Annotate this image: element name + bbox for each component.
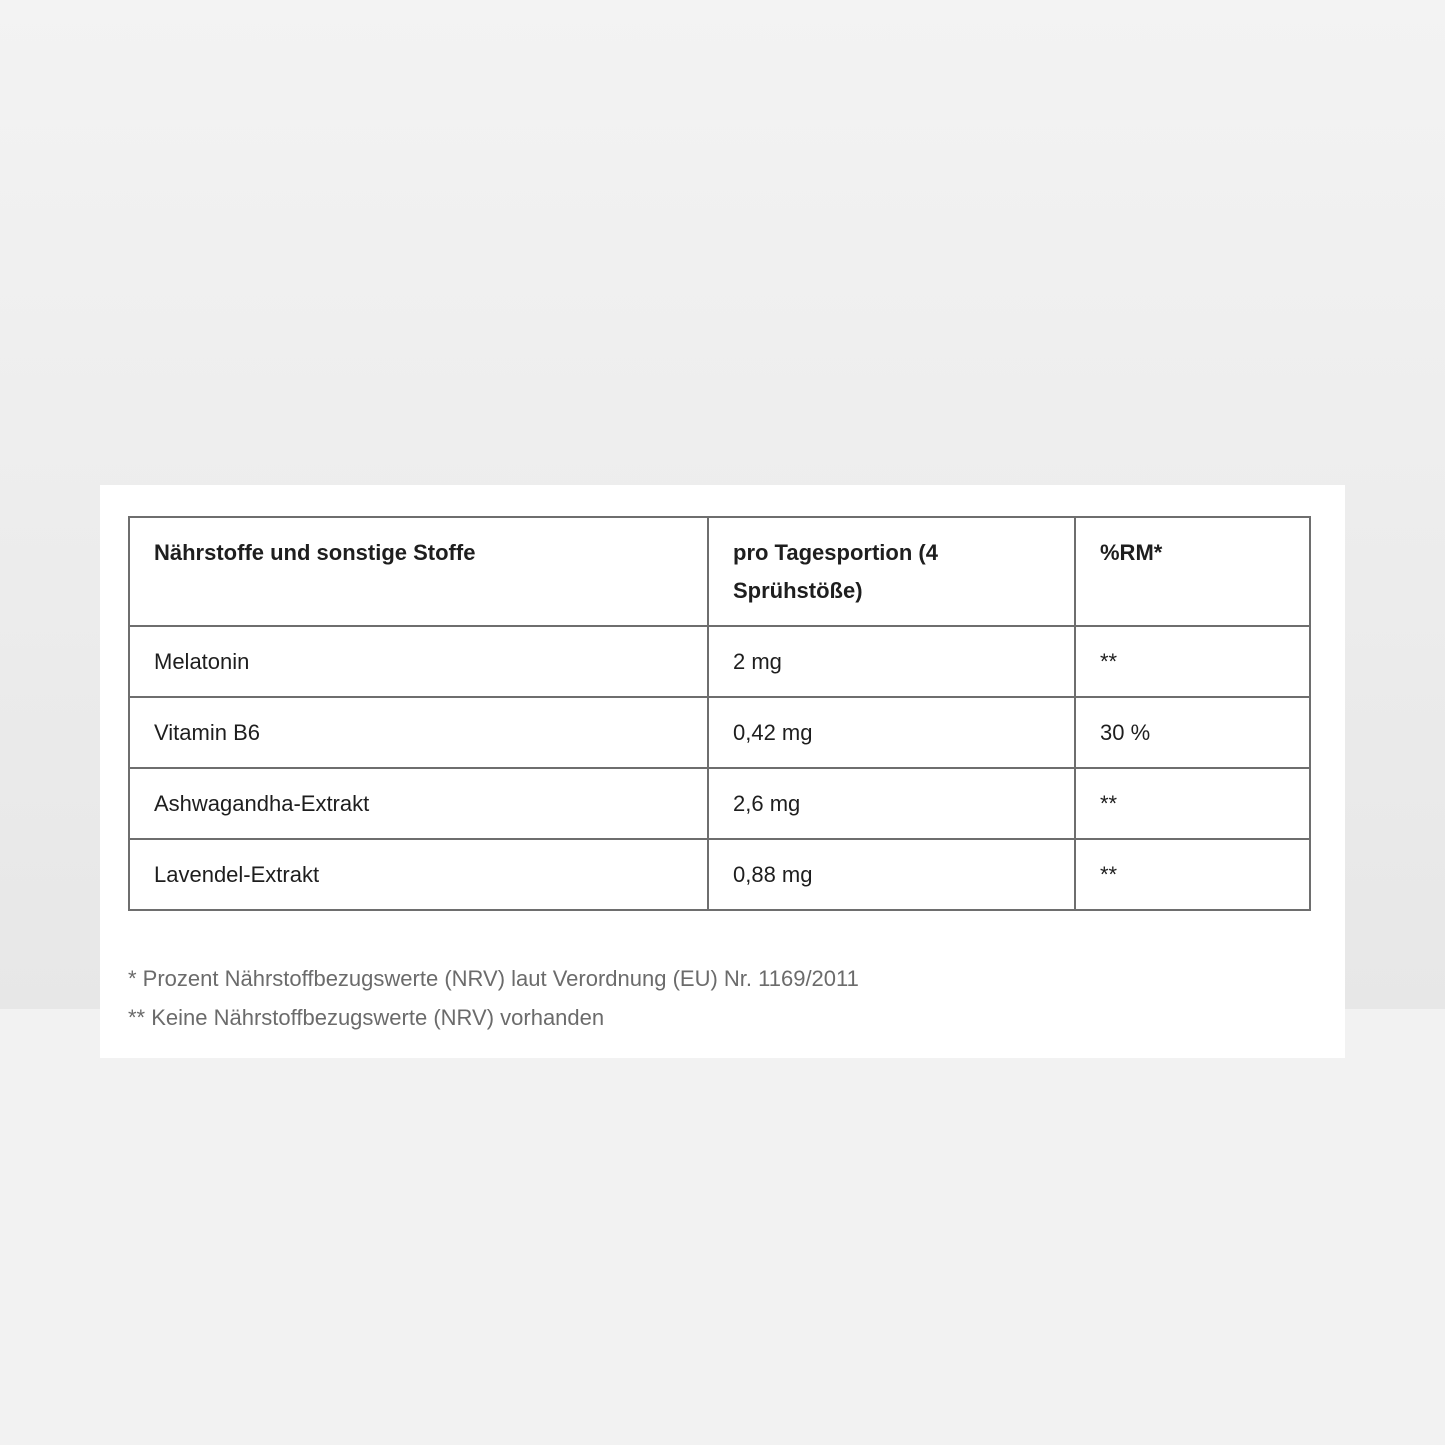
footnote-nrv: * Prozent Nährstoffbezugswerte (NRV) lau…	[128, 966, 859, 991]
cell-rm: **	[1074, 767, 1311, 840]
footnote-no-nrv: ** Keine Nährstoffbezugswerte (NRV) vorh…	[128, 1005, 605, 1030]
cell-nutrient: Melatonin	[128, 625, 709, 698]
table-row: Lavendel-Extrakt 0,88 mg **	[128, 838, 1311, 911]
table-row: Melatonin 2 mg **	[128, 625, 1311, 698]
table-row: Vitamin B6 0,42 mg 30 %	[128, 696, 1311, 769]
cell-amount: 0,88 mg	[707, 838, 1076, 911]
cell-rm: **	[1074, 625, 1311, 698]
cell-rm: 30 %	[1074, 696, 1311, 769]
cell-rm: **	[1074, 838, 1311, 911]
nutrition-table: Nährstoffe und sonstige Stoffe pro Tages…	[128, 516, 1311, 911]
footnotes: * Prozent Nährstoffbezugswerte (NRV) lau…	[128, 959, 859, 1037]
table-header-row: Nährstoffe und sonstige Stoffe pro Tages…	[128, 516, 1311, 627]
header-per-portion: pro Tagesportion (4 Sprühstöße)	[707, 516, 1076, 627]
cell-nutrient: Ashwagandha-Extrakt	[128, 767, 709, 840]
header-rm: %RM*	[1074, 516, 1311, 627]
nutrition-card: Nährstoffe und sonstige Stoffe pro Tages…	[100, 485, 1345, 1058]
cell-amount: 0,42 mg	[707, 696, 1076, 769]
cell-amount: 2 mg	[707, 625, 1076, 698]
cell-amount: 2,6 mg	[707, 767, 1076, 840]
cell-nutrient: Lavendel-Extrakt	[128, 838, 709, 911]
table-row: Ashwagandha-Extrakt 2,6 mg **	[128, 767, 1311, 840]
header-nutrients: Nährstoffe und sonstige Stoffe	[128, 516, 709, 627]
cell-nutrient: Vitamin B6	[128, 696, 709, 769]
